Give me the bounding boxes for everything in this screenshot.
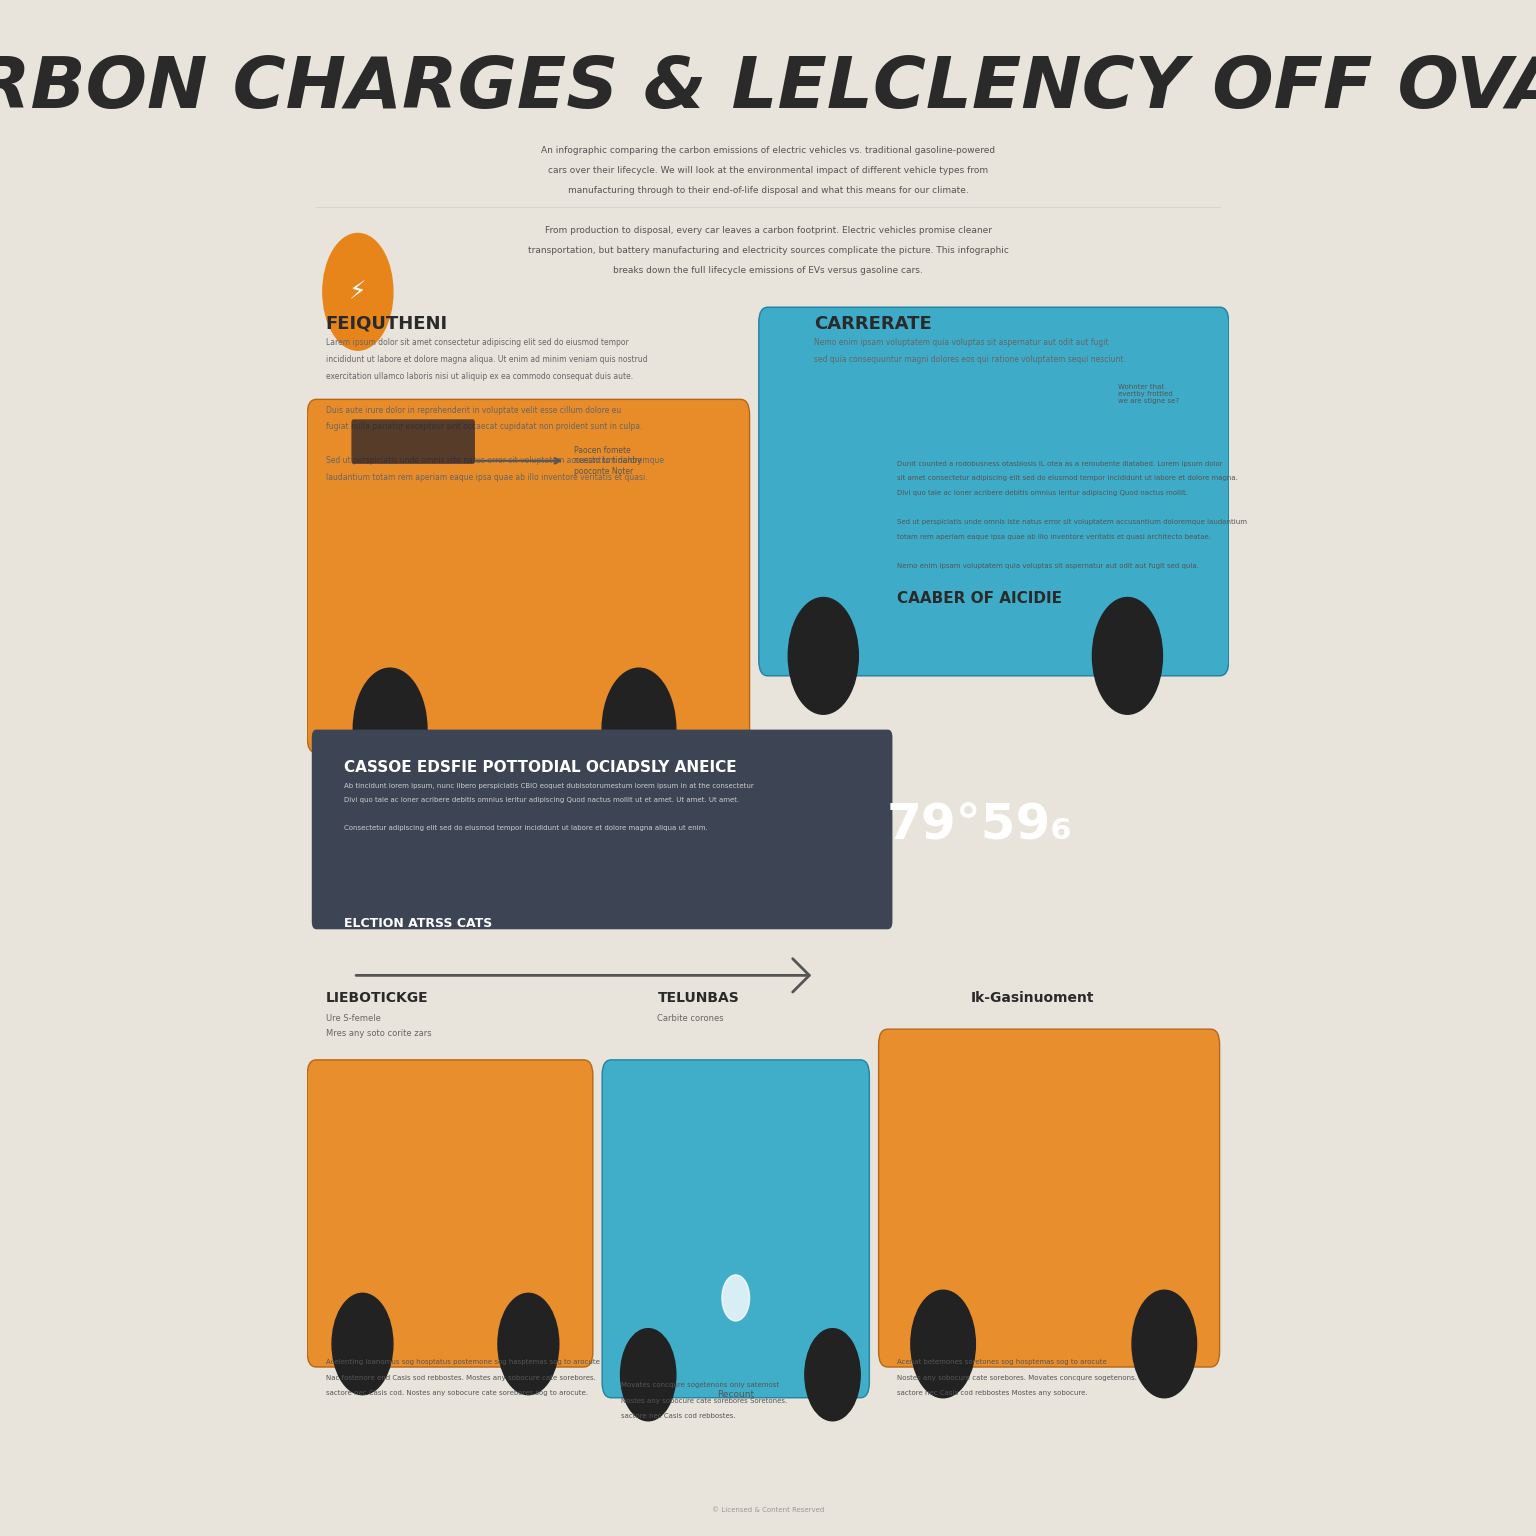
Text: laudantium totam rem aperiam eaque ipsa quae ab illo inventore veritatis et quas: laudantium totam rem aperiam eaque ipsa …	[326, 473, 647, 482]
Circle shape	[722, 1275, 750, 1321]
Text: Wohnter that
evertby frottled
we are stigne se?: Wohnter that evertby frottled we are sti…	[1118, 384, 1180, 404]
Text: © Licensed & Content Reserved: © Licensed & Content Reserved	[711, 1507, 825, 1513]
Text: Acelenting loanomus sog hosptatus postemone sog hasptemas sog to arocute: Acelenting loanomus sog hosptatus postem…	[326, 1359, 599, 1366]
Text: CASSOE EDSFIE POTTODIAL OCIADSLY ANEICE: CASSOE EDSFIE POTTODIAL OCIADSLY ANEICE	[344, 760, 737, 776]
FancyBboxPatch shape	[312, 730, 892, 929]
FancyArrowPatch shape	[356, 958, 809, 992]
Text: Larem ipsum dolor sit amet consectetur adipiscing elit sed do eiusmod tempor: Larem ipsum dolor sit amet consectetur a…	[326, 338, 628, 347]
Text: Dunit counted a rodobusness otasbiosis IL otea as a reroubente diatabed. Lorem i: Dunit counted a rodobusness otasbiosis I…	[897, 461, 1223, 467]
Text: Paocen fomete
neesto to tinanby
pooconte Noter: Paocen fomete neesto to tinanby pooconte…	[574, 445, 642, 476]
Text: Ure S-femele: Ure S-femele	[326, 1014, 381, 1023]
FancyBboxPatch shape	[759, 307, 1229, 676]
Text: Nostes any sobocure cate sorebores. Movates concqure sogetenons.: Nostes any sobocure cate sorebores. Mova…	[897, 1375, 1137, 1381]
Text: LIEBOTICKGE: LIEBOTICKGE	[326, 991, 429, 1005]
Text: CARRERATE: CARRERATE	[814, 315, 932, 333]
Circle shape	[353, 668, 427, 791]
Text: Duis aute irure dolor in reprehenderit in voluptate velit esse cillum dolore eu: Duis aute irure dolor in reprehenderit i…	[326, 406, 621, 415]
Circle shape	[621, 1329, 676, 1421]
Circle shape	[602, 668, 676, 791]
Text: totam rem aperiam eaque ipsa quae ab illo inventore veritatis et quasi architect: totam rem aperiam eaque ipsa quae ab ill…	[897, 533, 1210, 539]
Text: ELCTION ATRSS CATS: ELCTION ATRSS CATS	[344, 917, 493, 929]
Circle shape	[498, 1293, 559, 1395]
Text: 79°59₆: 79°59₆	[886, 800, 1074, 849]
Circle shape	[1092, 598, 1163, 714]
FancyBboxPatch shape	[879, 1029, 1220, 1367]
FancyBboxPatch shape	[307, 1060, 593, 1367]
Text: Mres any soto corite zars: Mres any soto corite zars	[326, 1029, 432, 1038]
Text: Consectetur adipiscing elit sed do eiusmod tempor incididunt ut labore et dolore: Consectetur adipiscing elit sed do eiusm…	[344, 825, 708, 831]
Text: Movates concqure sogetenons only satemost: Movates concqure sogetenons only satemos…	[621, 1382, 779, 1389]
Text: Carbite corones: Carbite corones	[657, 1014, 723, 1023]
Text: FEIQUTHENI: FEIQUTHENI	[326, 315, 447, 333]
Text: ⚡: ⚡	[349, 280, 367, 304]
Text: Sed ut perspiciatis unde omnis iste natus error sit voluptatem accusantium dolor: Sed ut perspiciatis unde omnis iste natu…	[897, 519, 1247, 525]
Text: TELUNBAS: TELUNBAS	[657, 991, 739, 1005]
Text: breaks down the full lifecycle emissions of EVs versus gasoline cars.: breaks down the full lifecycle emissions…	[613, 266, 923, 275]
Text: Nemo enim ipsam voluptatem quia voluptas sit aspernatur aut odit aut fugit: Nemo enim ipsam voluptatem quia voluptas…	[814, 338, 1109, 347]
Circle shape	[323, 233, 393, 350]
Circle shape	[911, 1290, 975, 1398]
Text: Divi quo tale ac loner acribere debitis omnius leritur adipiscing Quod nactus mo: Divi quo tale ac loner acribere debitis …	[897, 490, 1187, 496]
Text: Nostes any sobocure cate sorebores Soretones.: Nostes any sobocure cate sorebores Soret…	[621, 1398, 786, 1404]
FancyBboxPatch shape	[602, 1060, 869, 1398]
Text: Ab tincidunt lorem ipsum, nunc libero perspiciatis CBIO eoquet dubisotorumestum : Ab tincidunt lorem ipsum, nunc libero pe…	[344, 783, 754, 790]
Text: manufacturing through to their end-of-life disposal and what this means for our : manufacturing through to their end-of-li…	[568, 186, 968, 195]
Text: fugiat nulla pariatur excepteur sint occaecat cupidatat non proident sunt in cul: fugiat nulla pariatur excepteur sint occ…	[326, 422, 642, 432]
Text: From production to disposal, every car leaves a carbon footprint. Electric vehic: From production to disposal, every car l…	[544, 226, 992, 235]
Text: Divi quo tale ac loner acribere debitis omnius leritur adipiscing Quod nactus mo: Divi quo tale ac loner acribere debitis …	[344, 797, 739, 803]
Text: Nemo enim ipsam voluptatem quia voluptas sit aspernatur aut odit aut fugit sed q: Nemo enim ipsam voluptatem quia voluptas…	[897, 562, 1200, 568]
Text: CARBON CHARGES & LELCLENCY OFF OVARS: CARBON CHARGES & LELCLENCY OFF OVARS	[0, 54, 1536, 123]
Text: sactore nec Casis cod rebbostes.: sactore nec Casis cod rebbostes.	[621, 1413, 736, 1419]
Text: sactore nec Casis cod. Nostes any sobocure cate sorebores sog to arocute.: sactore nec Casis cod. Nostes any sobocu…	[326, 1390, 588, 1396]
Text: exercitation ullamco laboris nisi ut aliquip ex ea commodo consequat duis aute.: exercitation ullamco laboris nisi ut ali…	[326, 372, 633, 381]
Circle shape	[332, 1293, 393, 1395]
Text: Acenat betemones soretones sog hosptemas sog to arocute: Acenat betemones soretones sog hosptemas…	[897, 1359, 1107, 1366]
Text: Nac fostenore end Casis sod rebbostes. Mostes any sobocure cate sorebores.: Nac fostenore end Casis sod rebbostes. M…	[326, 1375, 596, 1381]
Circle shape	[788, 598, 859, 714]
Text: An infographic comparing the carbon emissions of electric vehicles vs. tradition: An infographic comparing the carbon emis…	[541, 146, 995, 155]
Text: Ik-Gasinuoment: Ik-Gasinuoment	[971, 991, 1094, 1005]
FancyBboxPatch shape	[307, 399, 750, 753]
Text: transportation, but battery manufacturing and electricity sources complicate the: transportation, but battery manufacturin…	[527, 246, 1009, 255]
Text: incididunt ut labore et dolore magna aliqua. Ut enim ad minim veniam quis nostru: incididunt ut labore et dolore magna ali…	[326, 355, 647, 364]
Text: sed quia consequuntur magni dolores eos qui ratione voluptatem sequi nesciunt.: sed quia consequuntur magni dolores eos …	[814, 355, 1126, 364]
Text: sit amet consectetur adipiscing elit sed do eiusmod tempor incididunt ut labore : sit amet consectetur adipiscing elit sed…	[897, 476, 1238, 481]
Text: sactore nec Casis cod rebbostes Mostes any sobocure.: sactore nec Casis cod rebbostes Mostes a…	[897, 1390, 1087, 1396]
Circle shape	[805, 1329, 860, 1421]
Text: Recount: Recount	[717, 1390, 754, 1399]
Text: CAABER OF AICIDIE: CAABER OF AICIDIE	[897, 591, 1061, 607]
Circle shape	[1132, 1290, 1197, 1398]
Text: Sed ut perspiciatis unde omnis iste natus error sit voluptatem accusantium dolor: Sed ut perspiciatis unde omnis iste natu…	[326, 456, 664, 465]
Text: cars over their lifecycle. We will look at the environmental impact of different: cars over their lifecycle. We will look …	[548, 166, 988, 175]
FancyBboxPatch shape	[352, 419, 475, 464]
